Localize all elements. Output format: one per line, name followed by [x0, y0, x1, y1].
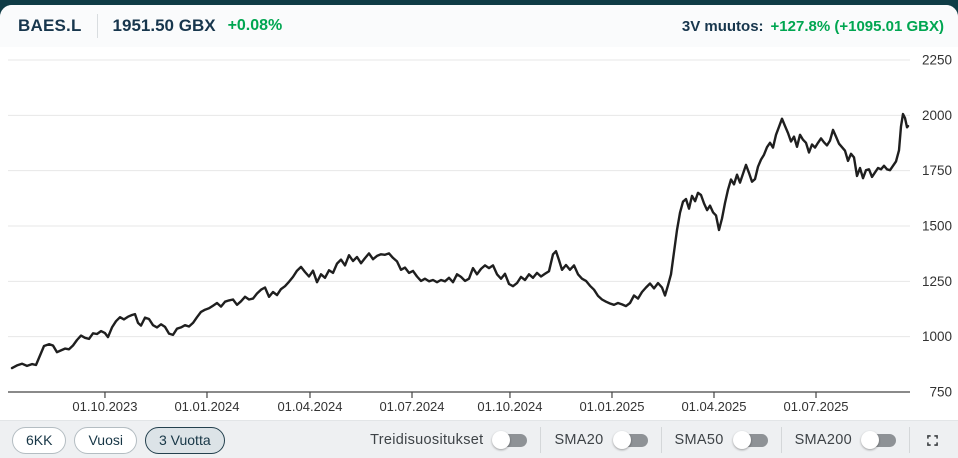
current-price: 1951.50 GBX: [112, 16, 216, 35]
toggle-knob: [612, 431, 631, 449]
x-tick-label: 01.04.2025: [681, 399, 746, 414]
period-change-label: 3V muutos:: [681, 17, 764, 35]
y-tick-label: 1000: [922, 329, 952, 344]
toggle-group-sma50: SMA50: [675, 430, 768, 450]
range-button-vuosi[interactable]: Vuosi: [74, 426, 137, 454]
toggle-group-sma20: SMA20: [554, 430, 648, 450]
daily-change-percent: +0.08%: [227, 17, 283, 34]
instrument-summary: BAES.L 1951.50 GBX +0.08%: [18, 14, 282, 38]
period-change-summary: 3V muutos: +127.8% (+1095.01 GBX): [682, 18, 944, 35]
y-tick-label: 1500: [922, 219, 952, 234]
sma200-toggle[interactable]: [861, 430, 896, 450]
chart-header: BAES.L 1951.50 GBX +0.08% 3V muutos: +12…: [0, 5, 958, 47]
chart-card: BAES.L 1951.50 GBX +0.08% 3V muutos: +12…: [0, 5, 958, 458]
header-divider: [96, 14, 98, 38]
y-tick-label: 1250: [922, 274, 952, 289]
ticker-symbol: BAES.L: [18, 16, 82, 35]
toolbar-separator: [909, 427, 910, 453]
x-tick-label: 01.07.2024: [379, 399, 444, 414]
sma20-toggle[interactable]: [612, 430, 648, 450]
x-tick-label: 01.01.2024: [174, 399, 239, 414]
y-tick-label: 1750: [922, 163, 952, 178]
range-button-6kk[interactable]: 6KK: [12, 426, 67, 454]
toggle-group-sma200: SMA200: [795, 430, 896, 450]
price-line: [10, 112, 910, 370]
range-button-3vuotta[interactable]: 3 Vuotta: [144, 426, 225, 454]
sma50-toggle[interactable]: [732, 430, 768, 450]
chart-toolbar: 6KK Vuosi 3 Vuotta Treidisuositukset SMA…: [0, 420, 958, 458]
period-change-value: +127.8% (+1095.01 GBX): [770, 17, 944, 35]
x-tick-label: 01.01.2025: [579, 399, 644, 414]
toggle-knob: [732, 431, 751, 449]
sma20-label: SMA20: [554, 432, 604, 448]
treidisuositukset-label: Treidisuositukset: [370, 432, 484, 448]
toggle-group-treidisuositukset: Treidisuositukset: [370, 430, 528, 450]
toolbar-separator: [780, 427, 782, 453]
y-tick-label: 750: [929, 385, 952, 400]
x-tick-label: 01.04.2024: [277, 399, 342, 414]
toggle-knob: [861, 431, 879, 449]
toggle-knob: [492, 431, 511, 449]
fullscreen-button[interactable]: [925, 433, 940, 448]
x-tick-label: 01.10.2023: [72, 399, 137, 414]
x-tick-label: 01.07.2025: [783, 399, 848, 414]
y-tick-label: 2250: [922, 53, 952, 68]
y-tick-label: 2000: [922, 108, 952, 123]
chart-plot-area[interactable]: 750 1000 1250 1500 1750 2000 2250 01.10.2023 01.…: [0, 47, 958, 420]
indicator-controls: Treidisuositukset SMA20 SMA5: [370, 427, 946, 453]
treidisuositukset-toggle[interactable]: [492, 430, 528, 450]
sma200-label: SMA200: [794, 432, 852, 448]
fullscreen-icon: [927, 434, 938, 446]
x-tick-label: 01.10.2024: [477, 399, 542, 414]
sma50-label: SMA50: [674, 432, 724, 448]
price-chart[interactable]: 750 1000 1250 1500 1750 2000 2250 01.10.2023 01.…: [0, 47, 958, 420]
toolbar-separator: [660, 427, 662, 453]
toolbar-separator: [540, 427, 542, 453]
